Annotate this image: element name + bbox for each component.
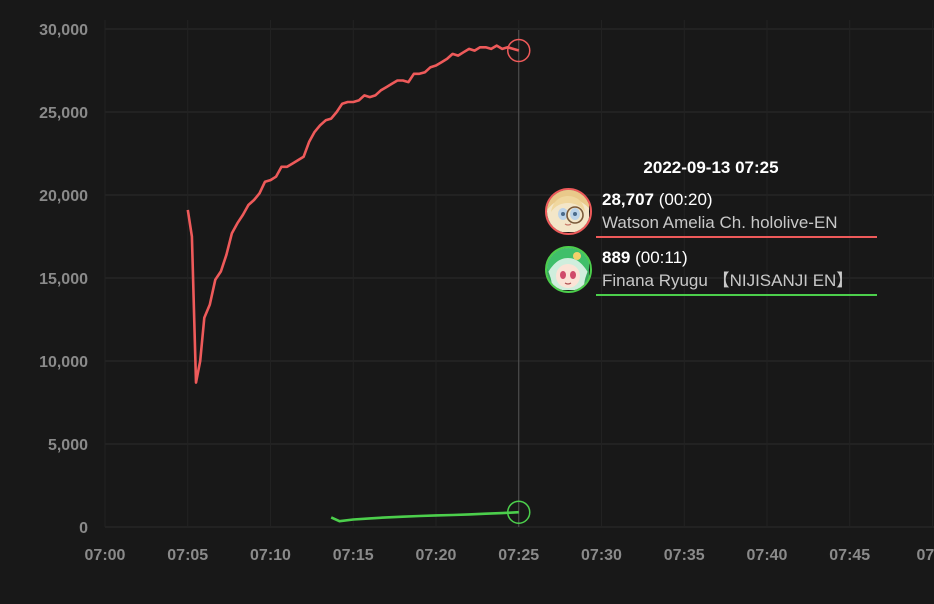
- x-tick-label: 07:05: [167, 547, 208, 564]
- y-tick-label: 30,000: [39, 22, 88, 39]
- tooltip-entry: 28,707 (00:20) Watson Amelia Ch. hololiv…: [541, 188, 881, 240]
- x-tick-label: 07:45: [829, 547, 870, 564]
- y-tick-label: 5,000: [48, 437, 88, 454]
- finana-ryugu-avatar-icon: [545, 246, 592, 293]
- x-tick-label: 07:5: [916, 547, 934, 564]
- y-axis: 0 5,000 10,000 15,000 20,000 25,000 30,000: [39, 22, 88, 537]
- y-tick-label: 20,000: [39, 188, 88, 205]
- y-tick-label: 0: [79, 520, 88, 537]
- x-tick-label: 07:20: [416, 547, 457, 564]
- series-line: [186, 44, 520, 384]
- y-tick-label: 15,000: [39, 271, 88, 288]
- x-tick-label: 07:40: [747, 547, 788, 564]
- x-tick-label: 07:25: [498, 547, 539, 564]
- tooltip-value: 889: [602, 248, 631, 267]
- x-axis: 07:00 07:05 07:10 07:15 07:20 07:25 07:30 07:35…: [85, 547, 934, 564]
- y-tick-label: 25,000: [39, 105, 88, 122]
- tooltip-title: 2022-09-13 07:25: [643, 158, 779, 177]
- tooltip-series-underline: [596, 294, 877, 296]
- x-tick-label: 07:10: [250, 547, 291, 564]
- y-tick-label: 10,000: [39, 354, 88, 371]
- tooltip-entry: 889 (00:11) Finana Ryugu 【NIJISANJI EN】: [541, 246, 881, 298]
- series-line: [330, 510, 519, 523]
- hover-point-marker: [507, 500, 531, 524]
- tooltip-series-name: Finana Ryugu 【NIJISANJI EN】: [602, 271, 854, 290]
- tooltip-series-name: Watson Amelia Ch. hololive-EN: [602, 213, 838, 232]
- hover-point-marker: [507, 38, 531, 63]
- x-tick-label: 07:15: [333, 547, 374, 564]
- tooltip-duration: (00:20): [658, 190, 713, 209]
- hover-markers: [507, 38, 531, 524]
- x-tick-label: 07:00: [85, 547, 126, 564]
- series-lines: [186, 44, 520, 523]
- x-tick-label: 07:35: [664, 547, 705, 564]
- chart-tooltip: 2022-09-13 07:25 28,707 (00:20) Watson A…: [541, 152, 881, 304]
- tooltip-value: 28,707: [602, 190, 654, 209]
- watson-amelia-avatar-icon: [545, 188, 592, 235]
- tooltip-series-underline: [596, 236, 877, 238]
- x-tick-label: 07:30: [581, 547, 622, 564]
- tooltip-duration: (00:11): [635, 248, 688, 267]
